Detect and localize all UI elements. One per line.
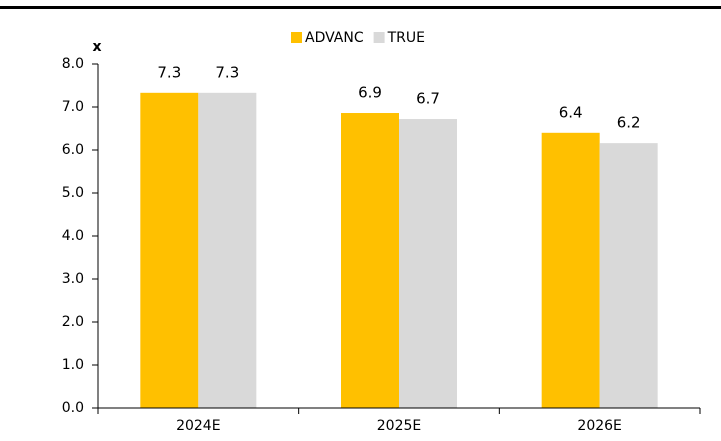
data-label: 6.7 — [416, 90, 440, 108]
legend-swatch — [291, 32, 302, 43]
legend-label: ADVANC — [305, 30, 364, 46]
bar — [198, 92, 257, 408]
data-label: 6.2 — [617, 114, 641, 132]
data-label: 6.4 — [559, 103, 583, 121]
legend-swatch — [373, 32, 385, 43]
bar — [399, 119, 457, 408]
y-tick-label: 6.0 — [62, 142, 84, 158]
y-tick-label: 3.0 — [62, 271, 84, 287]
x-tick-label: 2024E — [176, 418, 220, 434]
y-tick-label: 8.0 — [62, 56, 84, 72]
y-axis-label: x — [92, 39, 101, 55]
y-tick-label: 0.0 — [62, 400, 84, 416]
y-tick-label: 2.0 — [62, 314, 84, 330]
bar — [541, 132, 600, 409]
x-tick-label: 2025E — [377, 418, 421, 434]
bar — [599, 143, 658, 408]
x-tick-label: 2026E — [577, 418, 621, 434]
y-tick-label: 5.0 — [62, 185, 84, 201]
y-tick-label: 7.0 — [62, 99, 84, 115]
y-tick-label: 4.0 — [62, 228, 84, 244]
data-label: 7.3 — [215, 63, 239, 81]
legend-label: TRUE — [387, 30, 425, 46]
y-tick-label: 1.0 — [62, 357, 84, 373]
data-label: 7.3 — [157, 63, 181, 81]
top-rule — [0, 6, 721, 9]
bar — [341, 113, 399, 409]
bar — [140, 92, 199, 408]
data-label: 6.9 — [358, 84, 382, 102]
